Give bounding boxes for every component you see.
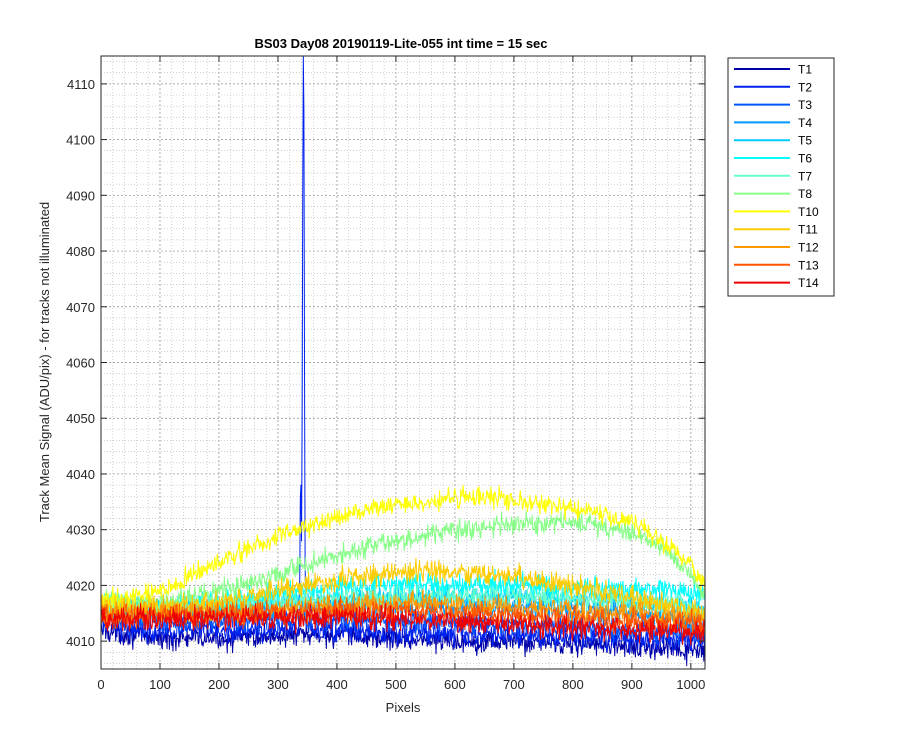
y-tick-label: 4060 [66,356,95,371]
chart-title: BS03 Day08 20190119-Lite-055 int time = … [254,36,547,51]
x-tick-label: 500 [385,677,407,692]
y-tick-label: 4110 [67,77,95,92]
x-axis-label: Pixels [386,700,421,715]
plot-area [100,55,706,670]
y-axis-label: Track Mean Signal (ADU/pix) - for tracks… [37,202,52,522]
series-line-t11 [101,557,705,626]
legend: T1 T2 T3 T4 T5 T6 T7 T8 T10 T11 T12 T13 T14 [727,57,835,297]
legend-label-t4: T4 [798,116,812,130]
legend-label-t11: T11 [798,223,818,237]
x-tick-label: 1000 [676,677,705,692]
legend-label-t5: T5 [798,134,812,148]
x-tick-label: 700 [503,677,525,692]
x-tick-label: 600 [444,677,466,692]
y-tick-label: 4020 [66,578,95,593]
y-tick-label: 4090 [66,188,95,203]
y-tick-label: 4100 [66,133,95,148]
series-layer [101,56,705,667]
legend-label-t1: T1 [798,63,812,77]
legend-label-t8: T8 [798,187,812,201]
series-line-t14 [101,602,705,646]
y-tick-label: 4050 [66,411,95,426]
x-tick-label: 300 [267,677,289,692]
legend-label-t13: T13 [798,258,819,272]
x-tick-label: 900 [621,677,643,692]
legend-items: T1 T2 T3 T4 T5 T6 T7 T8 T10 T11 T12 T13 T14 [734,63,819,290]
x-tick-label: 0 [97,677,104,692]
series-line-t2 [101,56,705,655]
y-tick-label: 4080 [66,244,95,259]
y-tick-labels: 4010 4020 4030 4040 4050 4060 4070 4080 4090 4100… [66,77,95,649]
legend-label-t6: T6 [798,152,812,166]
x-tick-label: 800 [562,677,584,692]
y-tick-label: 4030 [66,523,95,538]
y-tick-label: 4040 [66,467,95,482]
legend-label-t12: T12 [798,241,819,255]
x-tick-labels: 0 100 200 300 400 500 600 700 800 900 1000 [97,677,705,692]
y-tick-label: 4070 [66,300,95,315]
x-tick-label: 400 [326,677,348,692]
legend-label-t10: T10 [798,205,819,219]
x-tick-label: 100 [149,677,171,692]
legend-box [727,57,835,297]
legend-label-t3: T3 [798,98,812,112]
legend-label-t7: T7 [798,169,812,183]
x-tick-label: 200 [208,677,230,692]
series-line-t8 [101,510,705,617]
y-tick-label: 4010 [66,634,95,649]
legend-label-t14: T14 [798,276,819,290]
series-line-t10 [101,484,705,612]
legend-label-t2: T2 [798,80,812,94]
tick-marks [100,56,705,669]
